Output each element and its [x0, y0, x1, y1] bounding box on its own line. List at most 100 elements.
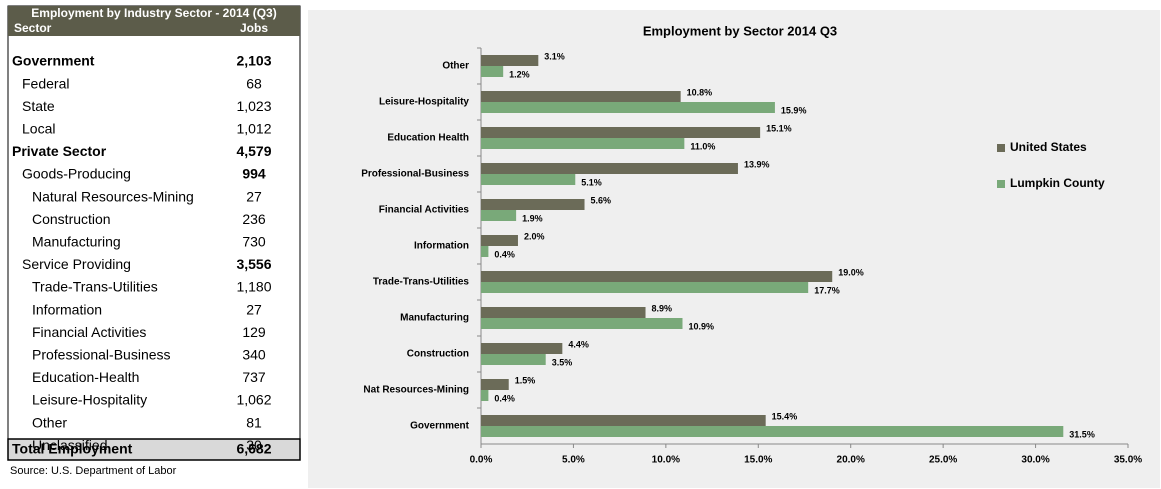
legend-label: United States	[1010, 140, 1087, 154]
bar	[481, 91, 681, 102]
bar	[481, 271, 833, 282]
row-jobs: 1,012	[236, 121, 271, 137]
data-label: 15.9%	[781, 105, 807, 115]
y-tick-label: Professional-Business	[361, 169, 469, 180]
row-jobs: 30	[246, 437, 262, 453]
data-label: 5.1%	[581, 177, 602, 187]
y-tick-label: Government	[410, 421, 470, 432]
row-label: Trade-Trans-Utilities	[32, 279, 158, 295]
data-label: 11.0%	[690, 141, 715, 151]
data-label: 5.6%	[591, 195, 612, 205]
x-tick-label: 30.0%	[1021, 455, 1049, 466]
chart-title: Employment by Sector 2014 Q3	[643, 23, 837, 38]
data-label: 0.4%	[494, 393, 515, 403]
data-label: 3.5%	[552, 357, 573, 367]
data-label: 8.9%	[652, 303, 673, 313]
bar	[481, 163, 738, 174]
row-jobs: 994	[242, 166, 266, 182]
row-label: Construction	[32, 211, 111, 227]
row-jobs: 1,062	[236, 392, 271, 408]
x-tick-label: 25.0%	[929, 455, 957, 466]
legend-label: Lumpkin County	[1010, 176, 1105, 190]
data-label: 0.4%	[494, 249, 515, 259]
row-label: Education-Health	[32, 369, 139, 385]
row-label: Manufacturing	[32, 234, 121, 250]
row-jobs: 340	[242, 347, 266, 363]
bar	[481, 102, 775, 113]
bar	[481, 174, 576, 185]
row-jobs: 1,180	[236, 279, 271, 295]
row-label: Private Sector	[12, 143, 107, 159]
bar	[481, 138, 685, 149]
y-tick-label: Construction	[407, 349, 469, 360]
table-title: Employment by Industry Sector - 2014 (Q3…	[31, 6, 276, 20]
bar	[481, 282, 809, 293]
row-label: State	[22, 98, 55, 114]
total-jobs: 6,682	[236, 441, 271, 457]
y-tick-label: Nat Resources-Mining	[363, 385, 469, 396]
data-label: 2.0%	[524, 231, 545, 241]
row-label: Leisure-Hospitality	[32, 392, 147, 408]
row-label: Information	[32, 301, 102, 317]
total-label: Total Employment	[12, 441, 133, 457]
x-tick-label: 0.0%	[470, 455, 493, 466]
row-jobs: 81	[246, 414, 262, 430]
row-label: Other	[32, 414, 67, 430]
x-tick-label: 35.0%	[1114, 455, 1142, 466]
bar	[481, 426, 1064, 437]
data-label: 15.4%	[772, 411, 798, 421]
chart-bg	[308, 10, 1160, 488]
total-row-bg	[7, 438, 301, 461]
bar	[481, 246, 489, 257]
source: Source: U.S. Department of Labor	[10, 465, 177, 477]
y-tick-label: Manufacturing	[400, 313, 469, 324]
bar	[481, 390, 489, 401]
legend-swatch	[997, 180, 1005, 188]
y-tick-label: Other	[442, 61, 469, 72]
row-jobs: 236	[242, 211, 266, 227]
bar	[481, 307, 646, 318]
data-label: 31.5%	[1069, 429, 1095, 439]
x-tick-label: 5.0%	[562, 455, 585, 466]
row-label: Service Providing	[22, 256, 131, 272]
row-jobs: 4,579	[236, 143, 271, 159]
row-jobs: 129	[242, 324, 266, 340]
table-header-bg	[8, 6, 300, 36]
row-label: Natural Resources-Mining	[32, 188, 194, 204]
y-tick-label: Financial Activities	[379, 205, 470, 216]
data-label: 10.8%	[687, 87, 713, 97]
legend-swatch	[997, 144, 1005, 152]
bar	[481, 415, 766, 426]
y-tick-label: Leisure-Hospitality	[379, 97, 469, 108]
row-label: Government	[12, 53, 95, 69]
bar	[481, 235, 518, 246]
y-tick-label: Education Health	[387, 133, 469, 144]
y-tick-label: Trade-Trans-Utilities	[373, 277, 470, 288]
y-tick-label: Information	[414, 241, 469, 252]
row-jobs: 27	[246, 188, 262, 204]
x-tick-label: 15.0%	[744, 455, 772, 466]
data-label: 3.1%	[544, 51, 565, 61]
bar	[481, 354, 546, 365]
row-jobs: 2,103	[236, 53, 271, 69]
x-tick-label: 10.0%	[652, 455, 680, 466]
row-jobs: 730	[242, 234, 266, 250]
row-jobs: 737	[242, 369, 266, 385]
data-label: 10.9%	[688, 321, 714, 331]
bar	[481, 127, 761, 138]
column-header: Sector	[14, 21, 52, 35]
row-label: Financial Activities	[32, 324, 146, 340]
row-jobs: 1,023	[236, 98, 271, 114]
bar	[481, 343, 563, 354]
data-label: 1.5%	[515, 375, 536, 385]
bar	[481, 379, 509, 390]
row-label: Unclassified	[32, 437, 107, 453]
data-label: 1.9%	[522, 213, 543, 223]
row-label: Goods-Producing	[22, 166, 131, 182]
bar	[481, 66, 504, 77]
data-label: 13.9%	[744, 159, 770, 169]
data-label: 1.2%	[509, 69, 530, 79]
bar	[481, 318, 683, 329]
bar	[481, 55, 539, 66]
